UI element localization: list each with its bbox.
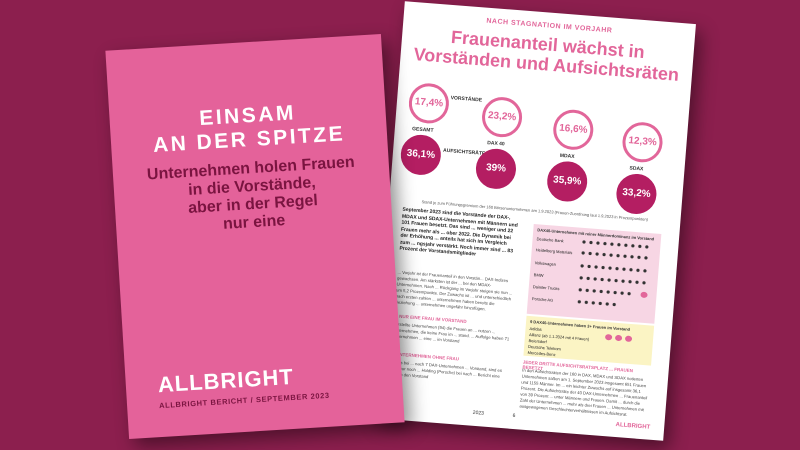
women-board-panel: 9 DAX40-Unternehmen haben 3+ Frauen im V… <box>523 315 655 366</box>
panel-row: Volkswagen <box>534 260 557 267</box>
vorstaende-mdax-circle: 16,6% <box>551 108 595 152</box>
woman-icon <box>614 334 623 342</box>
person-icons <box>579 249 650 262</box>
male-dominance-panel: DAX40-Unternehmen mit reiner Männerdomin… <box>526 223 662 324</box>
person-icons <box>576 286 633 297</box>
logo-part-all: ALL <box>157 369 205 398</box>
panel-row: BMW <box>533 272 544 278</box>
woman-icon <box>624 335 633 343</box>
aufsichtsraete-sdax-circle: 33,2% <box>614 172 658 216</box>
group-label-gesamt: GESAMT <box>411 126 434 134</box>
allbright-logo: ALLBRIGHT <box>157 364 294 398</box>
footer-logo: ALLBRIGHT <box>615 422 651 431</box>
panel-row: Daimler Trucks <box>532 284 560 292</box>
row-label-vorstaende: VORSTÄNDE <box>450 95 483 104</box>
person-icons <box>577 274 648 287</box>
logo-part-bright: BRIGHT <box>202 363 295 395</box>
cover-subtitle: Unternehmen holen Frauen in die Vorständ… <box>113 152 393 241</box>
page-year: 2023 <box>472 409 485 417</box>
lead-text: September 2023 sind die Vorstände der DA… <box>399 206 518 258</box>
panel-row: Deutsche Bank <box>536 236 564 244</box>
body-text-1: ... Vorjahr ist der Frauenanteil in den … <box>395 269 513 312</box>
person-icons <box>578 262 649 275</box>
woman-icon <box>604 333 613 341</box>
panel-row: Heidelberg Materials <box>535 247 573 256</box>
group-label-dax: DAX 40 <box>486 140 505 148</box>
group-label-mdax: MDAX <box>559 152 575 160</box>
vorstaende-gesamt-circle: 17,4% <box>407 81 451 125</box>
body-text-4: In den Aufsichtsräten der 160 in DAX, MD… <box>519 367 648 417</box>
panel-row: Porsche AG <box>531 296 554 303</box>
panel2-row: Mercedes-Benz <box>527 349 556 358</box>
report-inner-page: NACH STAGNATION IM VORJAHR Frauenanteil … <box>372 1 696 441</box>
person-icons <box>575 298 618 308</box>
page-number: 6 <box>512 412 516 420</box>
body-text-3: ... was bei ... nach 7 DAX-Unternehmen .… <box>389 359 503 380</box>
body-text-2: ... rstellte Unternehmen (94) die Frauen… <box>392 321 510 344</box>
woman-icon <box>640 291 648 299</box>
group-label-sdax: SDAX <box>629 165 644 173</box>
panel2-heading: 9 DAX40-Unternehmen haben 3+ Frauen im V… <box>529 319 631 332</box>
aufsichtsraete-mdax-circle: 35,9% <box>545 159 589 203</box>
report-cover: EINSAM AN DER SPITZE Unternehmen holen F… <box>105 33 405 440</box>
panel2-row: Adidas <box>529 325 542 332</box>
aufsichtsraete-gesamt-circle: 36,1% <box>399 133 443 177</box>
vorstaende-sdax-circle: 12,3% <box>621 120 665 164</box>
aufsichtsraete-dax-circle: 39% <box>474 147 518 191</box>
vorstaende-dax-circle: 23,2% <box>480 95 524 139</box>
cover-title: EINSAM AN DER SPITZE <box>109 96 387 161</box>
